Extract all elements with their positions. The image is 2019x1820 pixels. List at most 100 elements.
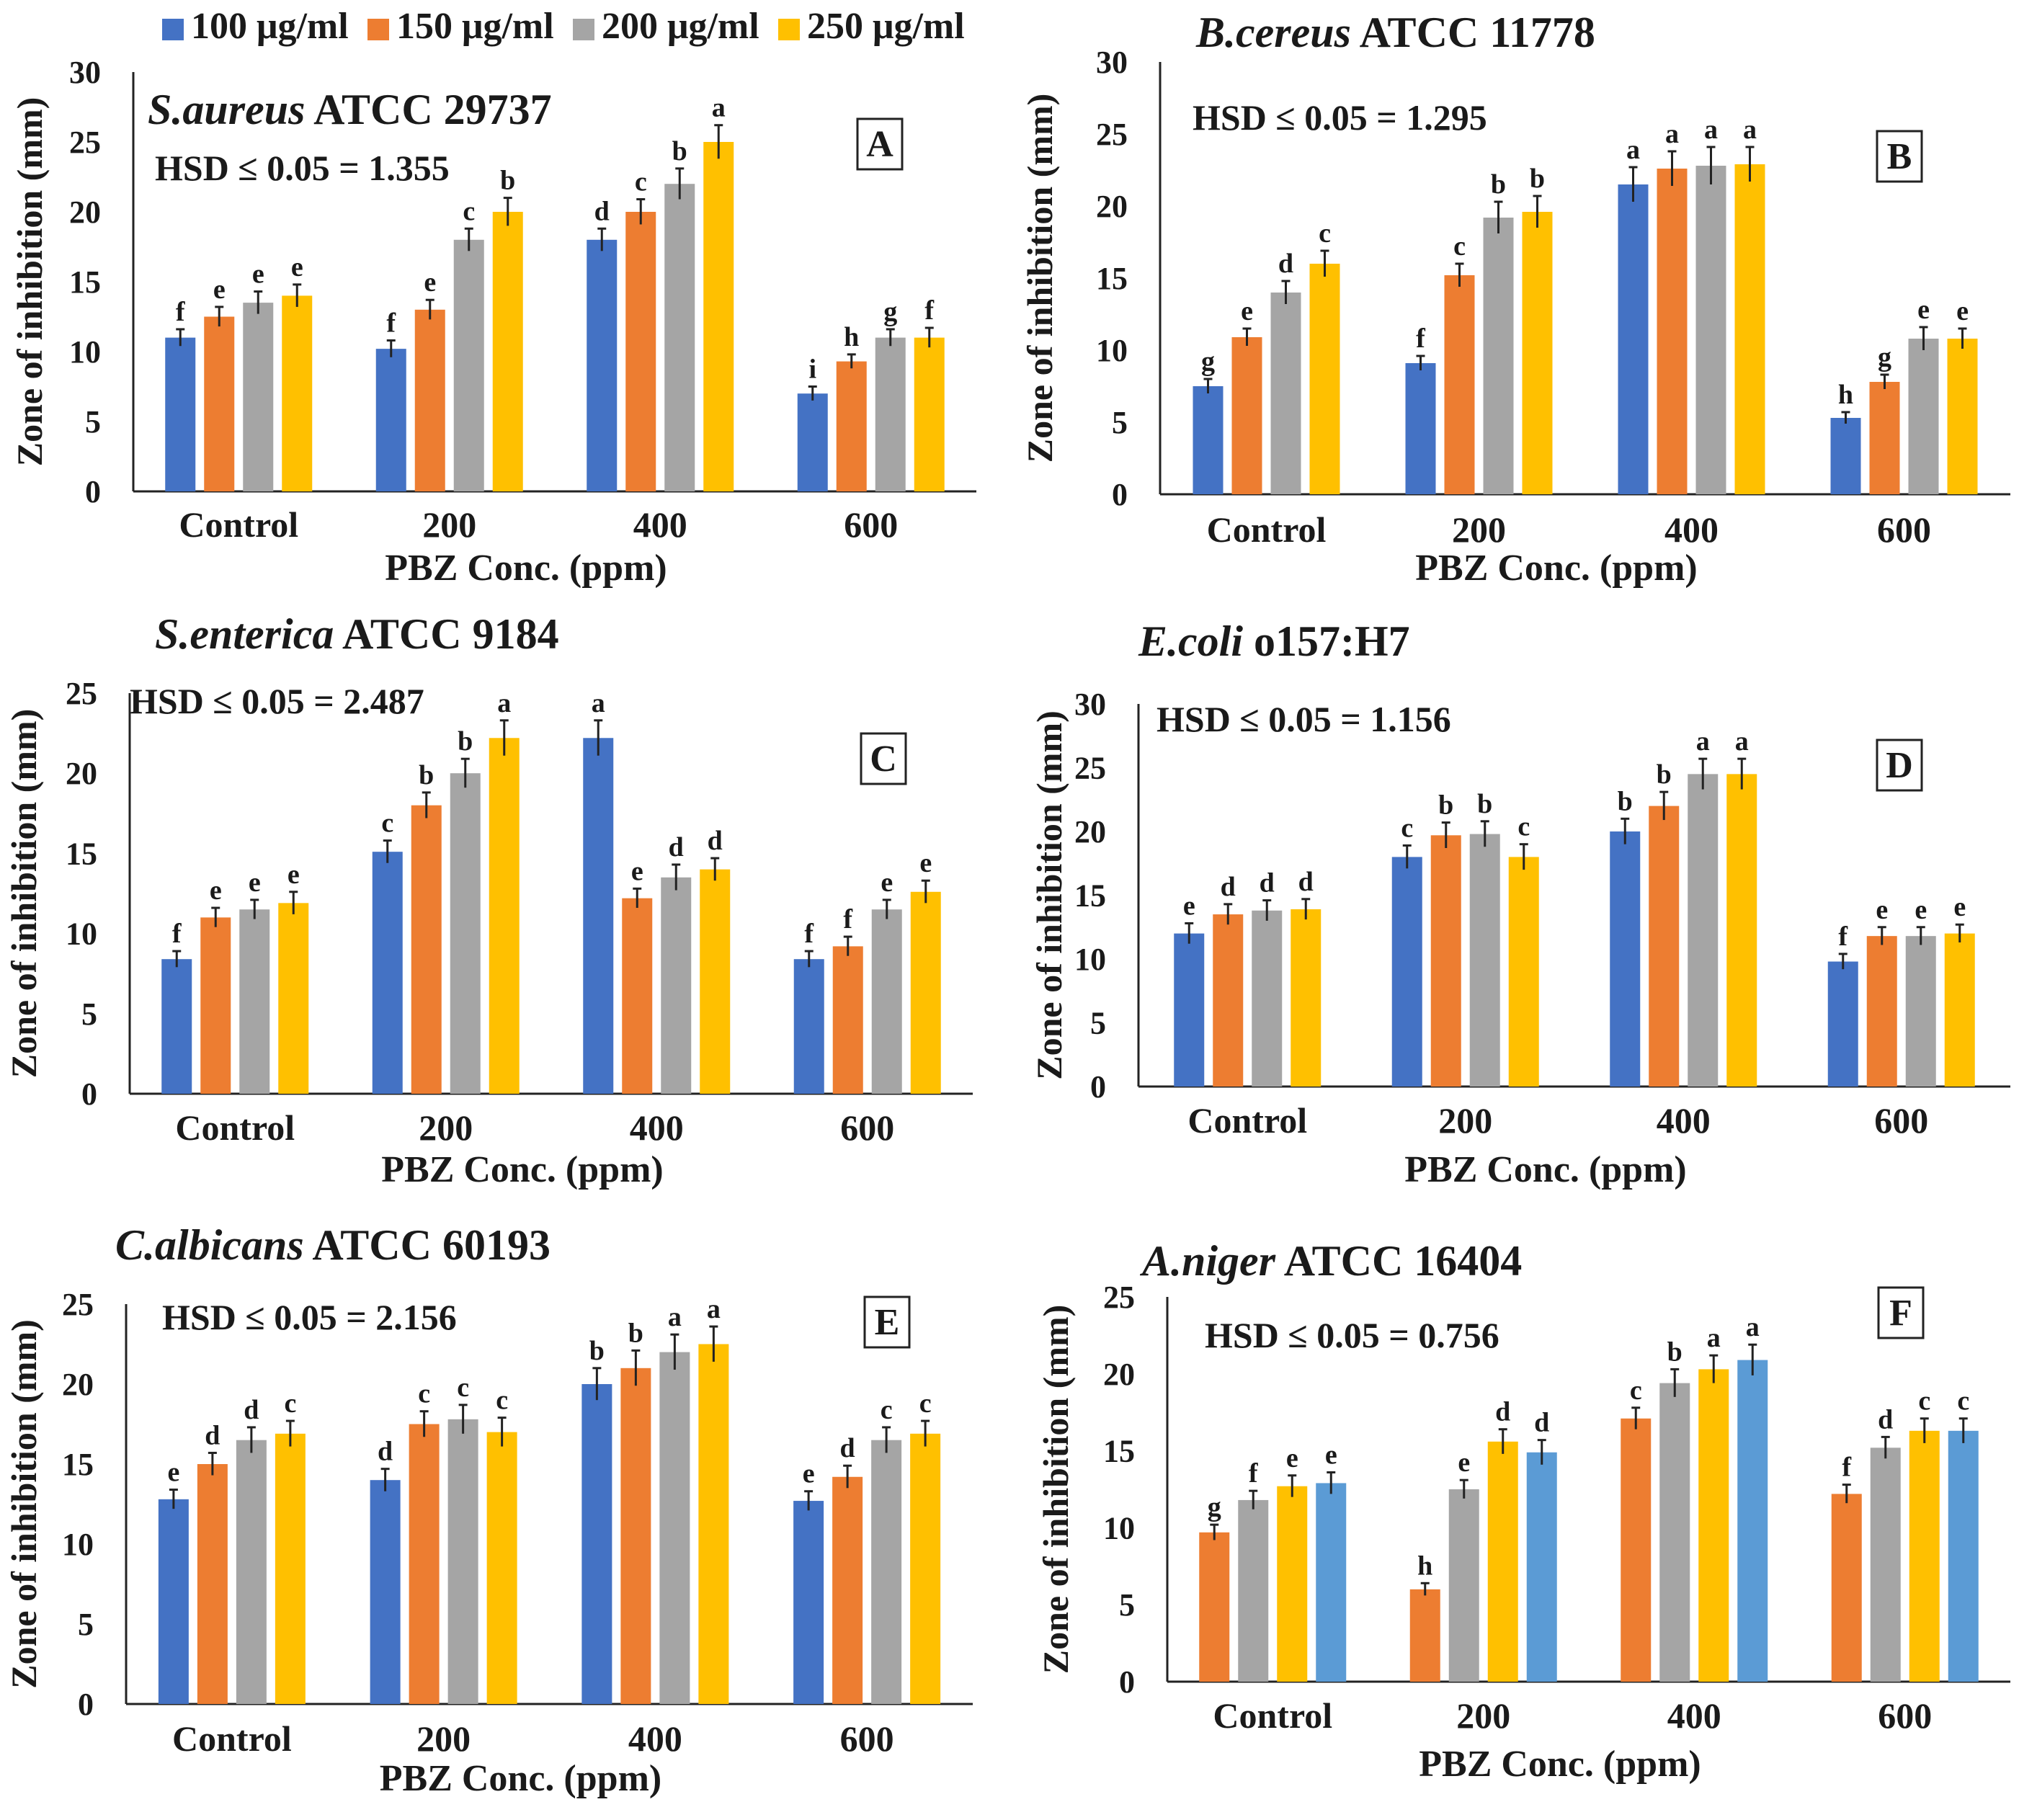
significance-letter: c (463, 196, 475, 226)
y-axis-label: Zone of inhibition (mm) (4, 709, 44, 1079)
significance-letter: a (1707, 1323, 1721, 1353)
bar-b-200-s4 (1522, 212, 1553, 494)
bar-a-400-s3 (664, 184, 695, 491)
bar-e-control-s1 (158, 1499, 189, 1704)
y-tick-label: 0 (1090, 1069, 1106, 1105)
significance-letter: b (1667, 1337, 1682, 1367)
bar-d-200-s2 (1430, 835, 1461, 1087)
chart-title: A.niger ATCC 16404 (1139, 1237, 1522, 1285)
bar-c-control-s2 (200, 917, 231, 1094)
significance-letter: d (1278, 249, 1293, 279)
bar-c-control-s1 (161, 959, 192, 1094)
y-tick-label: 25 (62, 1287, 94, 1322)
significance-letter: h (844, 322, 859, 352)
y-tick-label: 15 (69, 264, 101, 300)
y-tick-label: 25 (66, 676, 97, 711)
hsd-annotation: HSD ≤ 0.05 = 2.156 (162, 1297, 457, 1337)
significance-letter: e (1915, 895, 1927, 925)
bar-d-400-s3 (1688, 774, 1719, 1087)
x-category-label: 600 (840, 1107, 894, 1148)
significance-letter: b (1438, 790, 1453, 821)
title-species: B.cereus (1195, 9, 1351, 56)
legend-swatch-1 (162, 19, 184, 40)
bar-e-200-s4 (486, 1432, 517, 1704)
y-tick-label: 0 (78, 1687, 94, 1722)
bar-e-control-s3 (236, 1440, 267, 1704)
bar-f-200-s4 (1526, 1452, 1557, 1682)
bar-d-600-s3 (1905, 936, 1936, 1087)
significance-letter: g (1208, 1492, 1221, 1522)
bar-d-400-s4 (1726, 774, 1757, 1087)
bar-e-200-s1 (370, 1480, 401, 1704)
bar-a-control-s1 (165, 337, 196, 491)
bar-f-control-s3 (1277, 1486, 1308, 1682)
y-tick-label: 25 (1103, 1280, 1135, 1315)
title-strain: ATCC 16404 (1275, 1237, 1522, 1285)
bar-d-200-s1 (1391, 857, 1422, 1087)
significance-letter: h (1838, 380, 1853, 410)
y-tick-label: 15 (1074, 878, 1106, 914)
significance-letter: f (843, 904, 853, 934)
bar-b-600-s1 (1830, 418, 1861, 494)
significance-letter: c (381, 808, 393, 839)
significance-letter: c (919, 1388, 932, 1419)
significance-letter: e (249, 867, 261, 898)
significance-letter: e (210, 875, 222, 906)
significance-letter: a (1746, 1312, 1760, 1342)
significance-letter: e (424, 267, 436, 298)
y-tick-label: 10 (69, 334, 101, 370)
bar-c-200-s4 (489, 738, 520, 1094)
bar-f-400-s4 (1737, 1360, 1768, 1682)
x-category-label: 400 (1664, 509, 1719, 550)
significance-letter: e (167, 1458, 179, 1488)
bar-b-control-s4 (1309, 264, 1340, 494)
bar-a-control-s3 (243, 303, 274, 491)
significance-letter: g (883, 297, 897, 327)
bar-a-400-s4 (703, 142, 734, 491)
y-tick-label: 5 (85, 404, 101, 440)
title-species: A.niger (1139, 1237, 1276, 1285)
legend-swatch-3 (573, 19, 594, 40)
significance-letter: e (881, 867, 893, 898)
panel-label-box (1876, 739, 1923, 792)
significance-letter: c (418, 1379, 430, 1409)
significance-letter: a (1696, 726, 1710, 757)
bar-f-600-s3 (1909, 1430, 1940, 1682)
significance-letter: f (1249, 1458, 1259, 1489)
y-axis-label: Zone of inhibition (mm) (4, 1319, 44, 1689)
significance-letter: e (1953, 892, 1966, 922)
legend-swatch-2 (367, 19, 389, 40)
bar-b-200-s2 (1444, 275, 1475, 494)
significance-letter: b (628, 1318, 643, 1348)
y-tick-label: 20 (62, 1367, 94, 1402)
bar-c-400-s3 (661, 877, 692, 1094)
bar-e-control-s4 (275, 1433, 306, 1704)
bar-e-control-s2 (197, 1464, 228, 1704)
x-category-label: 600 (1878, 1695, 1932, 1736)
significance-letter: c (1957, 1386, 1969, 1417)
x-axis-label: PBZ Conc. (ppm) (1404, 1149, 1686, 1190)
x-category-label: 600 (840, 1718, 894, 1759)
y-tick-label: 30 (1096, 45, 1128, 80)
significance-letter: c (635, 167, 647, 197)
significance-letter: e (1917, 295, 1930, 325)
bar-c-400-s2 (622, 898, 653, 1094)
bar-f-400-s3 (1698, 1369, 1729, 1682)
significance-letter: d (244, 1395, 259, 1425)
legend-label-2: 150 μg/ml (396, 6, 554, 47)
significance-letter: e (1325, 1440, 1337, 1471)
hsd-annotation: HSD ≤ 0.05 = 1.295 (1193, 97, 1487, 138)
significance-letter: a (1743, 115, 1757, 145)
significance-letter: a (1735, 726, 1749, 757)
significance-letter: b (672, 136, 687, 166)
bar-b-400-s3 (1695, 166, 1726, 494)
significance-letter: d (840, 1433, 855, 1463)
y-tick-label: 5 (1119, 1587, 1135, 1623)
bar-f-control-s4 (1316, 1483, 1347, 1682)
y-tick-label: 15 (62, 1447, 94, 1482)
panel-label: F (1889, 1293, 1912, 1334)
